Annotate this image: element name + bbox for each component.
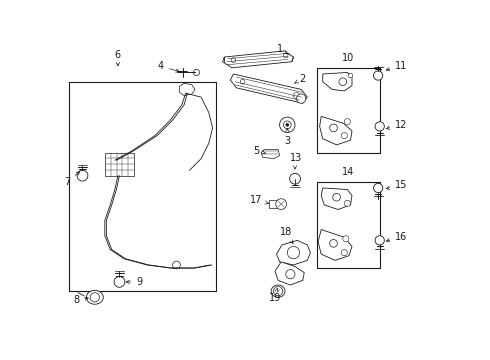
Polygon shape [261, 149, 280, 159]
Text: 19: 19 [269, 293, 281, 303]
Circle shape [185, 87, 190, 92]
Polygon shape [318, 230, 352, 260]
Circle shape [330, 124, 337, 132]
Text: 3: 3 [284, 129, 291, 145]
Polygon shape [276, 240, 311, 265]
Polygon shape [319, 116, 352, 145]
Circle shape [344, 119, 350, 125]
Text: 4: 4 [158, 61, 179, 72]
Circle shape [114, 276, 125, 287]
Circle shape [77, 170, 88, 181]
Text: 18: 18 [280, 227, 293, 243]
Text: 11: 11 [386, 61, 407, 71]
Circle shape [373, 71, 383, 80]
Circle shape [283, 121, 291, 129]
Circle shape [294, 93, 299, 99]
Circle shape [286, 270, 295, 279]
Circle shape [240, 80, 245, 84]
Circle shape [283, 53, 288, 58]
Circle shape [280, 117, 295, 132]
Circle shape [194, 69, 199, 76]
Circle shape [330, 239, 337, 247]
Circle shape [343, 236, 349, 242]
Text: 2: 2 [294, 73, 306, 84]
Ellipse shape [86, 291, 103, 304]
Text: 8: 8 [74, 295, 88, 305]
Text: 6: 6 [115, 50, 121, 60]
Polygon shape [321, 188, 352, 210]
Circle shape [182, 84, 192, 94]
Circle shape [290, 173, 300, 184]
Ellipse shape [271, 285, 285, 297]
Circle shape [276, 199, 287, 210]
Text: 9: 9 [126, 277, 143, 287]
Circle shape [373, 183, 383, 193]
Polygon shape [222, 51, 294, 68]
Circle shape [341, 249, 347, 256]
Polygon shape [323, 72, 352, 91]
Circle shape [339, 78, 346, 86]
Circle shape [375, 236, 384, 245]
Bar [69, 82, 217, 291]
Circle shape [286, 123, 289, 126]
Text: 7: 7 [64, 172, 80, 187]
Text: 1: 1 [276, 44, 288, 54]
Bar [317, 68, 380, 153]
Text: 5: 5 [253, 146, 266, 156]
Bar [269, 200, 280, 208]
Circle shape [231, 58, 236, 62]
Circle shape [348, 73, 353, 78]
Circle shape [333, 193, 341, 201]
Text: 17: 17 [250, 195, 269, 205]
Circle shape [341, 132, 347, 139]
Polygon shape [105, 153, 134, 176]
Circle shape [344, 200, 350, 206]
Text: 14: 14 [342, 167, 354, 177]
Circle shape [90, 293, 99, 302]
Text: 12: 12 [386, 120, 408, 130]
Circle shape [273, 287, 283, 296]
Text: 10: 10 [342, 53, 354, 63]
Circle shape [296, 94, 306, 103]
Circle shape [375, 122, 384, 131]
Polygon shape [275, 262, 304, 285]
Polygon shape [179, 83, 195, 95]
Circle shape [287, 247, 300, 259]
Text: 13: 13 [291, 153, 303, 163]
Polygon shape [230, 74, 307, 103]
Text: 16: 16 [386, 232, 407, 242]
Bar [317, 182, 380, 268]
Text: 15: 15 [386, 180, 408, 190]
Circle shape [172, 261, 180, 269]
